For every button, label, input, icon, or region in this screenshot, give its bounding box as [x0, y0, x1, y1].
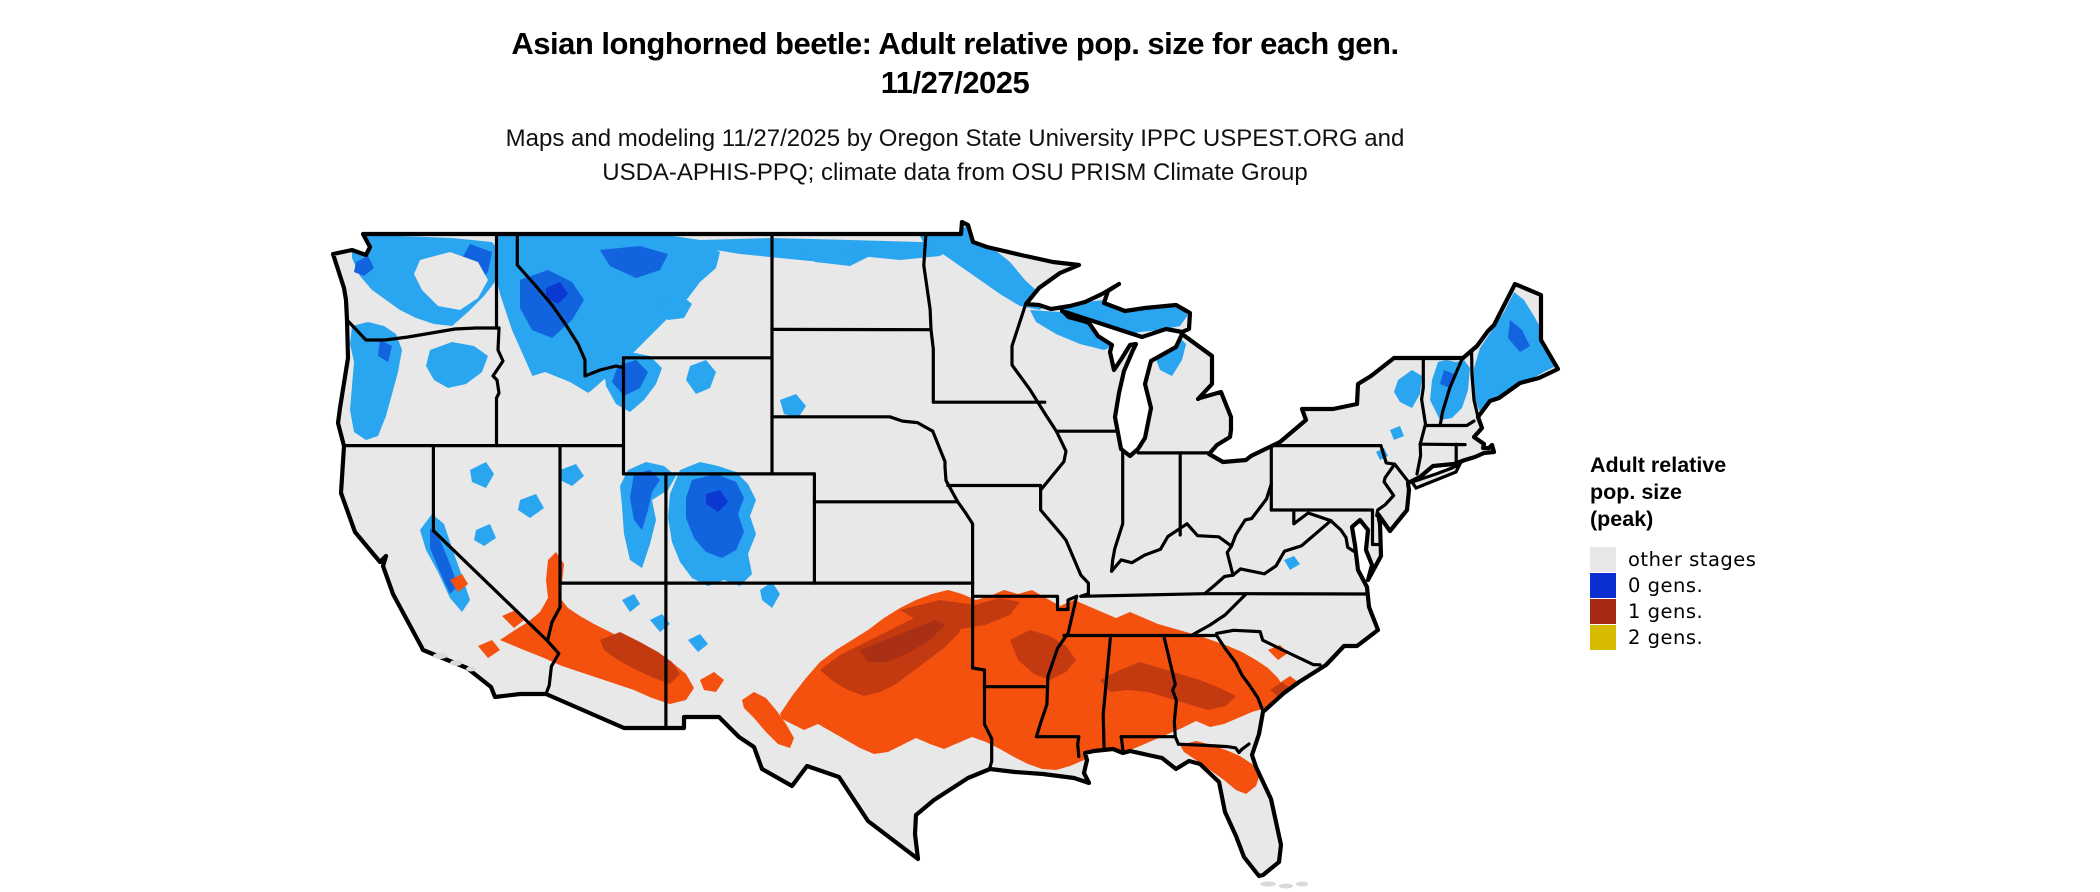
legend-item-1-gens: 1 gens. — [1590, 598, 1900, 624]
legend-title-line-1: Adult relative — [1590, 453, 1727, 477]
legend-item-2-gens: 2 gens. — [1590, 624, 1900, 650]
legend-item-0-gens: 0 gens. — [1590, 572, 1900, 598]
title-line-1: Asian longhorned beetle: Adult relative … — [511, 26, 1399, 61]
subtitle-line-1: Maps and modeling 11/27/2025 by Oregon S… — [505, 125, 1405, 152]
legend-swatch-2-gens — [1590, 624, 1616, 650]
long-island — [1409, 460, 1464, 490]
offshore-islands — [433, 653, 1308, 889]
map-subtitle: Maps and modeling 11/27/2025 by Oregon S… — [355, 122, 1555, 190]
legend-item-other-stages: other stages — [1590, 546, 1900, 572]
legend-title: Adult relative pop. size (peak) — [1590, 452, 1900, 533]
legend-label-0-gens: 0 gens. — [1628, 573, 1704, 597]
region-1gens-dark — [600, 598, 1290, 710]
subtitle-line-2: USDA-APHIS-PPQ; climate data from OSU PR… — [602, 159, 1308, 186]
state-borders — [342, 232, 1480, 771]
legend-label-other-stages: other stages — [1628, 547, 1757, 571]
legend-swatch-0-gens — [1590, 572, 1616, 598]
legend-title-line-2: pop. size — [1590, 480, 1682, 504]
legend-label-2-gens: 2 gens. — [1628, 625, 1704, 649]
legend: Adult relative pop. size (peak) other st… — [1590, 452, 1900, 650]
map-title: Asian longhorned beetle: Adult relative … — [355, 24, 1555, 102]
legend-swatch-1-gens — [1590, 598, 1616, 624]
legend-swatch-other-stages — [1590, 546, 1616, 572]
legend-title-line-3: (peak) — [1590, 507, 1654, 531]
legend-items: other stages 0 gens. 1 gens. 2 gens. — [1590, 546, 1900, 650]
region-0gens-light — [350, 225, 1556, 652]
title-line-2: 11/27/2025 — [880, 65, 1030, 100]
legend-label-1-gens: 1 gens. — [1628, 599, 1704, 623]
gray-basins — [414, 252, 590, 412]
